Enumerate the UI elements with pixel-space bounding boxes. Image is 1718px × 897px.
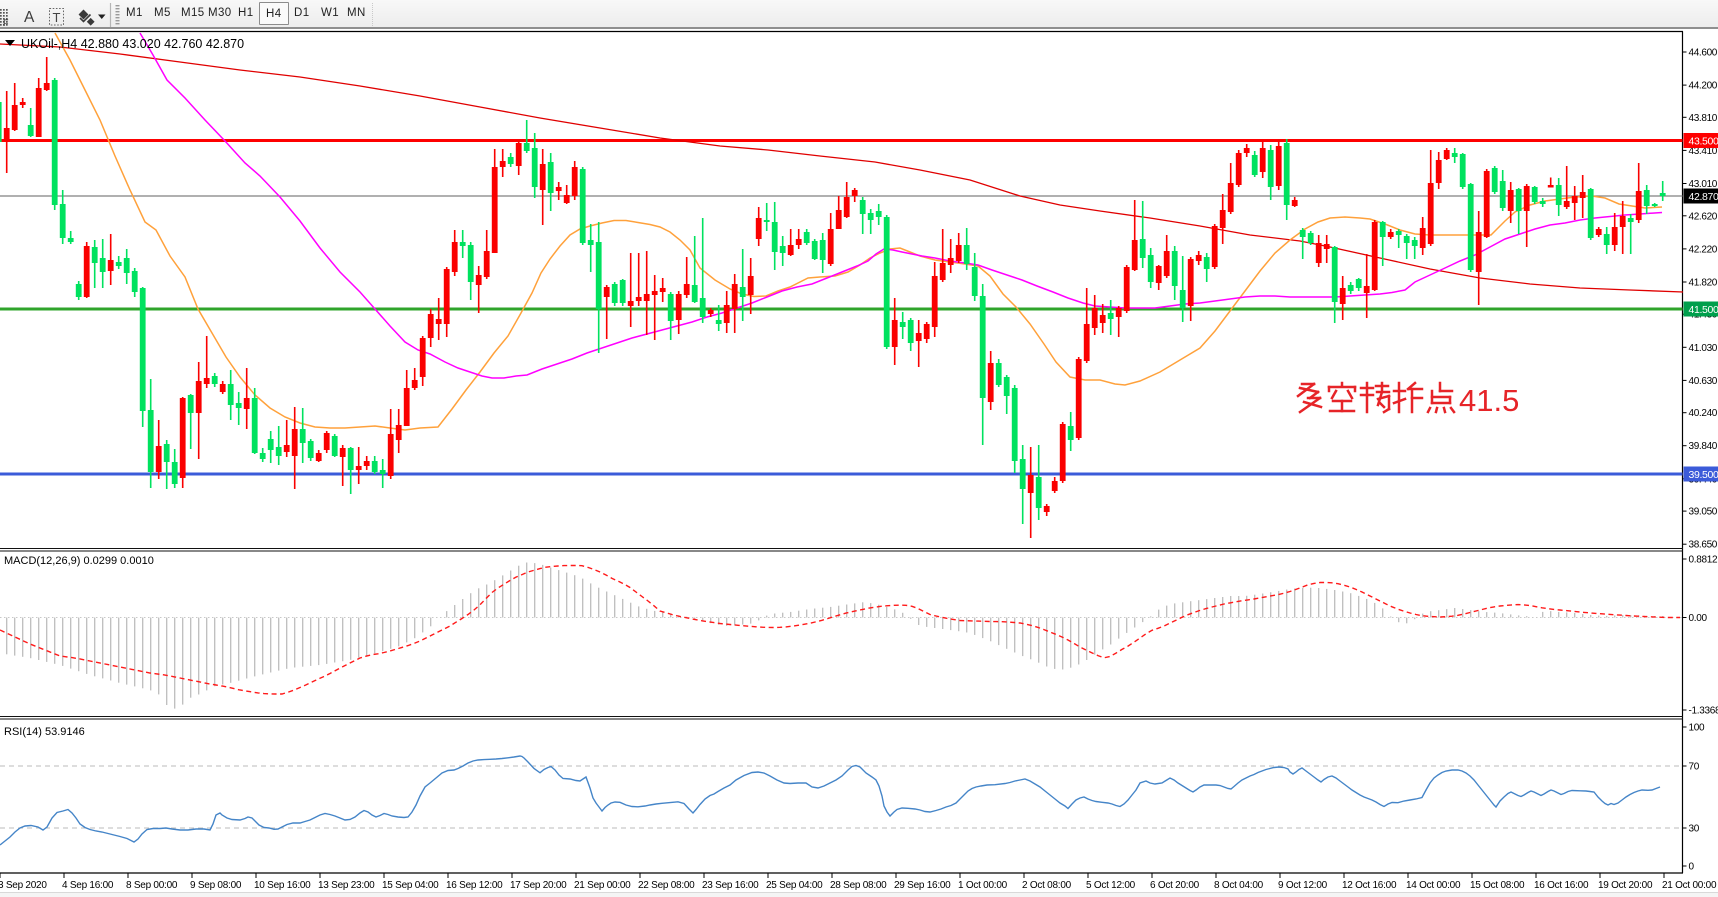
svg-text:39.840: 39.840 [1689,441,1718,452]
svg-text:42.620: 42.620 [1689,211,1718,222]
svg-text:0.8812: 0.8812 [1689,555,1718,566]
svg-text:25 Sep 04:00: 25 Sep 04:00 [766,880,823,891]
svg-text:41.820: 41.820 [1689,278,1718,289]
svg-text:14 Oct 00:00: 14 Oct 00:00 [1406,880,1461,891]
svg-text:40.240: 40.240 [1689,408,1718,419]
svg-text:22 Sep 08:00: 22 Sep 08:00 [638,880,695,891]
svg-text:F: F [3,18,9,28]
svg-text:1 Oct 00:00: 1 Oct 00:00 [958,880,1008,891]
svg-text:42.870: 42.870 [1689,191,1718,203]
svg-text:21 Sep 00:00: 21 Sep 00:00 [574,880,631,891]
svg-text:28 Sep 08:00: 28 Sep 08:00 [830,880,887,891]
svg-text:-1.3368: -1.3368 [1689,706,1718,717]
svg-text:19 Oct 20:00: 19 Oct 20:00 [1598,880,1653,891]
svg-text:15 Sep 04:00: 15 Sep 04:00 [382,880,439,891]
svg-text:41.030: 41.030 [1689,343,1718,354]
svg-text:17 Sep 20:00: 17 Sep 20:00 [510,880,567,891]
svg-text:100: 100 [1689,723,1706,734]
svg-text:43.410: 43.410 [1689,146,1718,157]
svg-text:39.500: 39.500 [1689,469,1718,481]
svg-text:15 Oct 08:00: 15 Oct 08:00 [1470,880,1525,891]
svg-text:10 Sep 16:00: 10 Sep 16:00 [254,880,311,891]
svg-text:6 Oct 20:00: 6 Oct 20:00 [1150,880,1200,891]
svg-text:9 Oct 12:00: 9 Oct 12:00 [1278,880,1328,891]
svg-text:43.810: 43.810 [1689,113,1718,124]
svg-text:MACD(12,26,9) 0.0299 0.0010: MACD(12,26,9) 0.0299 0.0010 [4,555,154,567]
svg-text:13 Sep 23:00: 13 Sep 23:00 [318,880,375,891]
svg-text:41.5: 41.5 [1459,383,1519,418]
svg-text:5 Oct 12:00: 5 Oct 12:00 [1086,880,1136,891]
svg-text:16 Oct 16:00: 16 Oct 16:00 [1534,880,1589,891]
svg-text:T: T [53,10,61,25]
svg-text:30: 30 [1689,824,1700,835]
svg-text:40.630: 40.630 [1689,376,1718,387]
svg-text:8 Sep 00:00: 8 Sep 00:00 [126,880,178,891]
svg-text:3 Sep 2020: 3 Sep 2020 [0,880,47,891]
svg-text:0: 0 [1689,862,1695,873]
svg-text:44.200: 44.200 [1689,81,1718,92]
svg-text:39.050: 39.050 [1689,507,1718,518]
svg-text:8 Oct 04:00: 8 Oct 04:00 [1214,880,1264,891]
svg-text:0.00: 0.00 [1689,613,1708,624]
svg-text:16 Sep 12:00: 16 Sep 12:00 [446,880,503,891]
svg-text:A: A [24,9,35,26]
svg-text:9 Sep 08:00: 9 Sep 08:00 [190,880,242,891]
svg-text:38.650: 38.650 [1689,540,1718,551]
svg-text:21 Oct 00:00: 21 Oct 00:00 [1662,880,1717,891]
svg-text:2 Oct 08:00: 2 Oct 08:00 [1022,880,1072,891]
svg-text:RSI(14) 53.9146: RSI(14) 53.9146 [4,726,85,738]
svg-text:12 Oct 16:00: 12 Oct 16:00 [1342,880,1397,891]
svg-text:43.500: 43.500 [1689,136,1718,148]
svg-text:41.500: 41.500 [1689,304,1718,316]
svg-text:29 Sep 16:00: 29 Sep 16:00 [894,880,951,891]
svg-text:23 Sep 16:00: 23 Sep 16:00 [702,880,759,891]
svg-text:43.010: 43.010 [1689,179,1718,190]
svg-text:4 Sep 16:00: 4 Sep 16:00 [62,880,114,891]
svg-text:UKOil-,H4 42.880 43.020 42.76: UKOil-,H4 42.880 43.020 42.760 42.870 [21,37,244,51]
svg-text:42.220: 42.220 [1689,244,1718,255]
svg-text:70: 70 [1689,762,1700,773]
svg-text:44.600: 44.600 [1689,48,1718,59]
